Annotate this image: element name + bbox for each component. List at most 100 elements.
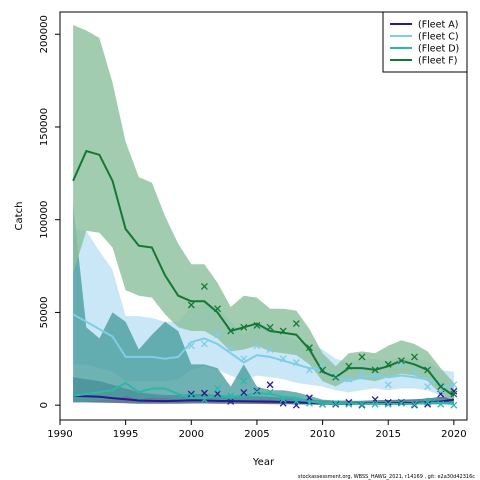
fleet-d-observed-point [384,400,392,408]
x-tick-label: 2020 [441,429,466,440]
legend-label: (Fleet C) [418,32,459,43]
fleet-d-observed-point [227,392,235,400]
x-tick-label: 1990 [47,429,72,440]
fleet-f-observed-point [358,353,366,361]
fleet-d-observed-point [305,399,313,407]
y-axis-title: Catch [14,202,25,231]
fleet-f-observed-point [240,323,248,331]
fleet-a-observed-point [305,394,313,402]
fleet-f-observed-point [384,360,392,368]
fleet-c-observed-point [371,372,379,379]
fleet-c-observed-point [345,375,353,383]
fleet-f-observed-point [345,362,353,370]
fleet-d-observed-point [266,388,274,396]
fleet-a-observed-point [227,397,235,405]
fleet-f-observed-point [437,383,445,391]
legend-label: (Fleet F) [418,56,457,67]
fleet-d-confidence-band [73,204,454,405]
fleet-c-observed-point [187,342,195,350]
fleet-d-observed-point [358,400,366,408]
x-tick-label: 2005 [244,429,269,440]
fleet-f-observed-point [371,366,379,374]
fleet-d-observed-point [240,377,248,385]
fleet-c-observed-point [292,359,300,366]
fleet-f-observed-point [279,327,287,335]
fleet-a-observed-point [424,400,432,408]
y-axis: 0 50000 100000 150000 200000 [39,15,60,408]
legend-label: (Fleet D) [418,44,459,55]
fleet-a-observed-point [187,390,195,398]
fleet-d-observed-point [253,388,261,396]
y-tick-label: 100000 [39,201,50,239]
fleet-f-observed-point [214,305,222,313]
x-tick-label: 2010 [310,429,335,440]
fleet-c-observed-point [305,366,313,374]
fleet-a-observed-point [345,398,353,406]
fleet-f-observed-point [200,283,208,290]
fleet-c-observed-point [332,372,340,379]
fleet-a-observed-point [253,387,261,395]
fleet-d-observed-point [332,399,340,407]
y-tick-label: 150000 [39,108,50,146]
fleet-a-observed-point [266,381,274,389]
fleet-f-observed-point [332,373,340,381]
fleet-c-observed-point [253,342,261,350]
fleet-f-observed-point [187,301,195,309]
y-tick-label: 50000 [39,297,50,329]
fleet-c-observed-point [214,331,222,339]
x-axis: 1990 1995 2000 2005 2010 2015 2020 [47,420,467,440]
fleet-c-observed-point [240,355,248,363]
plot-frame [59,11,468,421]
fleet-c-observed-point [424,383,432,391]
fleet-f-observed-point [266,323,274,331]
fleet-d-observed-point [424,398,432,406]
fleet-a-observed-point [397,398,405,406]
fleet-f-confidence-band [73,25,454,402]
fleet-a-observed-point [240,389,248,397]
fleet-f-observed-point [397,357,405,365]
fleet-d-observed-point [187,392,195,400]
fleet-d-observed-point [200,396,208,404]
footer-credit: stockassessment.org, WBSS_HAWG_2021, r14… [298,474,475,480]
fleet-a-observed-point [384,398,392,406]
x-tick-label: 2015 [375,429,400,440]
fleet-a-observed-point [450,387,458,395]
fleet-f-observed-point [305,344,313,352]
fleet-d-observed-point [345,400,353,408]
fleet-c-observed-point [411,368,418,376]
fleet-f-observed-point [253,321,261,329]
fleet-c-observed-point [384,381,392,389]
confidence-bands [73,25,454,405]
fleet-d-observed-point [411,400,418,408]
fleet-c-line [72,313,455,390]
fleet-f-observed-point [319,366,327,374]
y-tick-label: 200000 [39,15,50,53]
fleet-a-observed-point [332,400,340,408]
fleet-f-observed-point [450,390,458,398]
fleet-d-observed-point [292,397,300,405]
fleet-a-observed-point [200,389,208,397]
fleet-a-observed-point [358,401,366,409]
fleet-a-observed-point [214,390,222,398]
fleet-f-observed-point [424,366,432,374]
fleet-f-observed-point [227,327,235,335]
fleet-f-line [72,149,455,397]
x-axis-title: Year [252,457,275,468]
fleet-f-observed-point [411,353,418,361]
fleet-c-observed-point [266,346,274,353]
x-tick-label: 1995 [113,429,138,440]
fleet-c-observed-point [450,381,458,389]
fleet-c-observed-point [200,340,208,348]
fleet-c-observed-point [279,355,287,363]
fleet-d-observed-point [397,399,405,407]
y-tick-label: 0 [39,402,50,408]
legend-label: (Fleet A) [418,20,458,31]
fleet-c-observed-point [319,360,327,368]
fleet-d-observed-point [450,401,458,409]
observed-points [187,283,458,409]
legend: (Fleet A)(Fleet C)(Fleet D)(Fleet F) [382,11,468,73]
fleet-c-observed-point [358,370,366,378]
x-tick-label: 2000 [179,429,204,440]
fleet-d-observed-point [437,400,445,408]
